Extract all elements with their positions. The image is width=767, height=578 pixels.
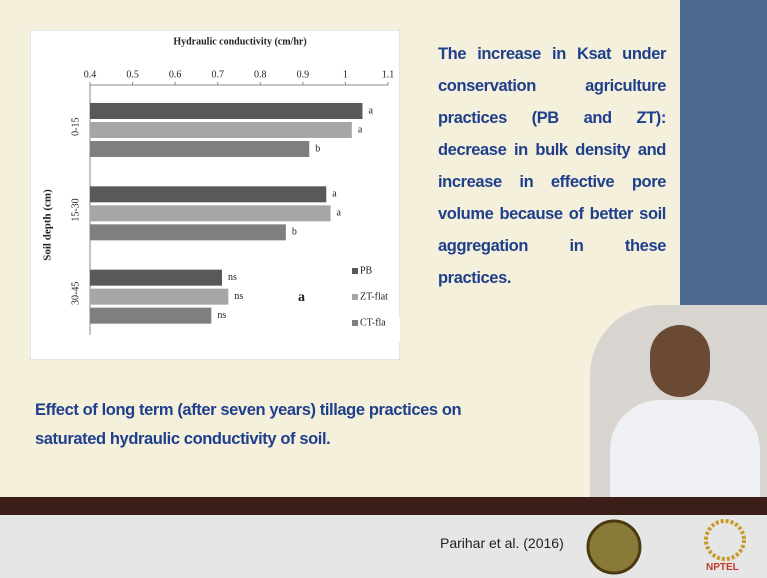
bar [90,205,331,221]
caption: Effect of long term (after seven years) … [35,396,480,454]
legend-swatch [352,268,358,274]
y-tick-label: 30-45 [70,282,81,305]
x-tick-label: 0.4 [84,69,97,80]
data-annotation: ns [217,310,226,321]
highlight-text: The increase in Ksat under conservation … [438,38,666,294]
bar [90,224,286,240]
bar [90,103,362,119]
data-annotation: a [332,189,337,200]
x-tick-label: 0.5 [126,69,139,80]
y-tick-label: 0-15 [70,117,81,135]
x-tick-label: 0.8 [254,69,266,80]
legend-label: CT-fla [360,317,386,328]
y-axis-title: Soil depth (cm) [42,189,54,261]
panel-label: a [298,290,305,305]
data-annotation: a [358,124,363,135]
x-tick-label: 0.6 [169,69,182,80]
bar [90,289,228,305]
y-tick-label: 15-30 [70,198,81,221]
bar [90,122,352,138]
logo-nptel [700,518,750,562]
citation: Parihar et al. (2016) [440,535,564,551]
data-annotation: b [315,143,320,154]
legend-label: PB [360,265,373,276]
presenter-head [650,325,710,397]
bar [90,186,326,202]
x-tick-label: 1.1 [382,69,395,80]
footer [0,515,767,578]
logo-text: NPTEL [706,562,739,573]
legend-label: ZT-flat [360,291,388,302]
data-annotation: b [292,227,297,238]
legend-swatch [352,320,358,326]
mask [392,318,400,342]
presenter-video [590,305,767,497]
logo-iit [585,518,643,576]
slide: NPTEL The increase in Ksat under conserv… [0,0,767,578]
x-tick-label: 0.9 [297,69,310,80]
x-tick-label: 1 [343,69,348,80]
bar [90,270,222,286]
data-annotation: a [368,105,373,116]
x-axis-title: Hydraulic conductivity (cm/hr) [173,36,306,47]
presenter-body [610,400,760,497]
legend-swatch [352,294,358,300]
footer-band [0,497,767,515]
bar [90,141,309,157]
data-annotation: ns [228,272,237,283]
x-tick-label: 0.7 [211,69,224,80]
chart: Hydraulic conductivity (cm/hr) Soil dept… [30,30,400,360]
data-annotation: ns [234,291,243,302]
bar [90,308,211,324]
data-annotation: a [337,208,342,219]
